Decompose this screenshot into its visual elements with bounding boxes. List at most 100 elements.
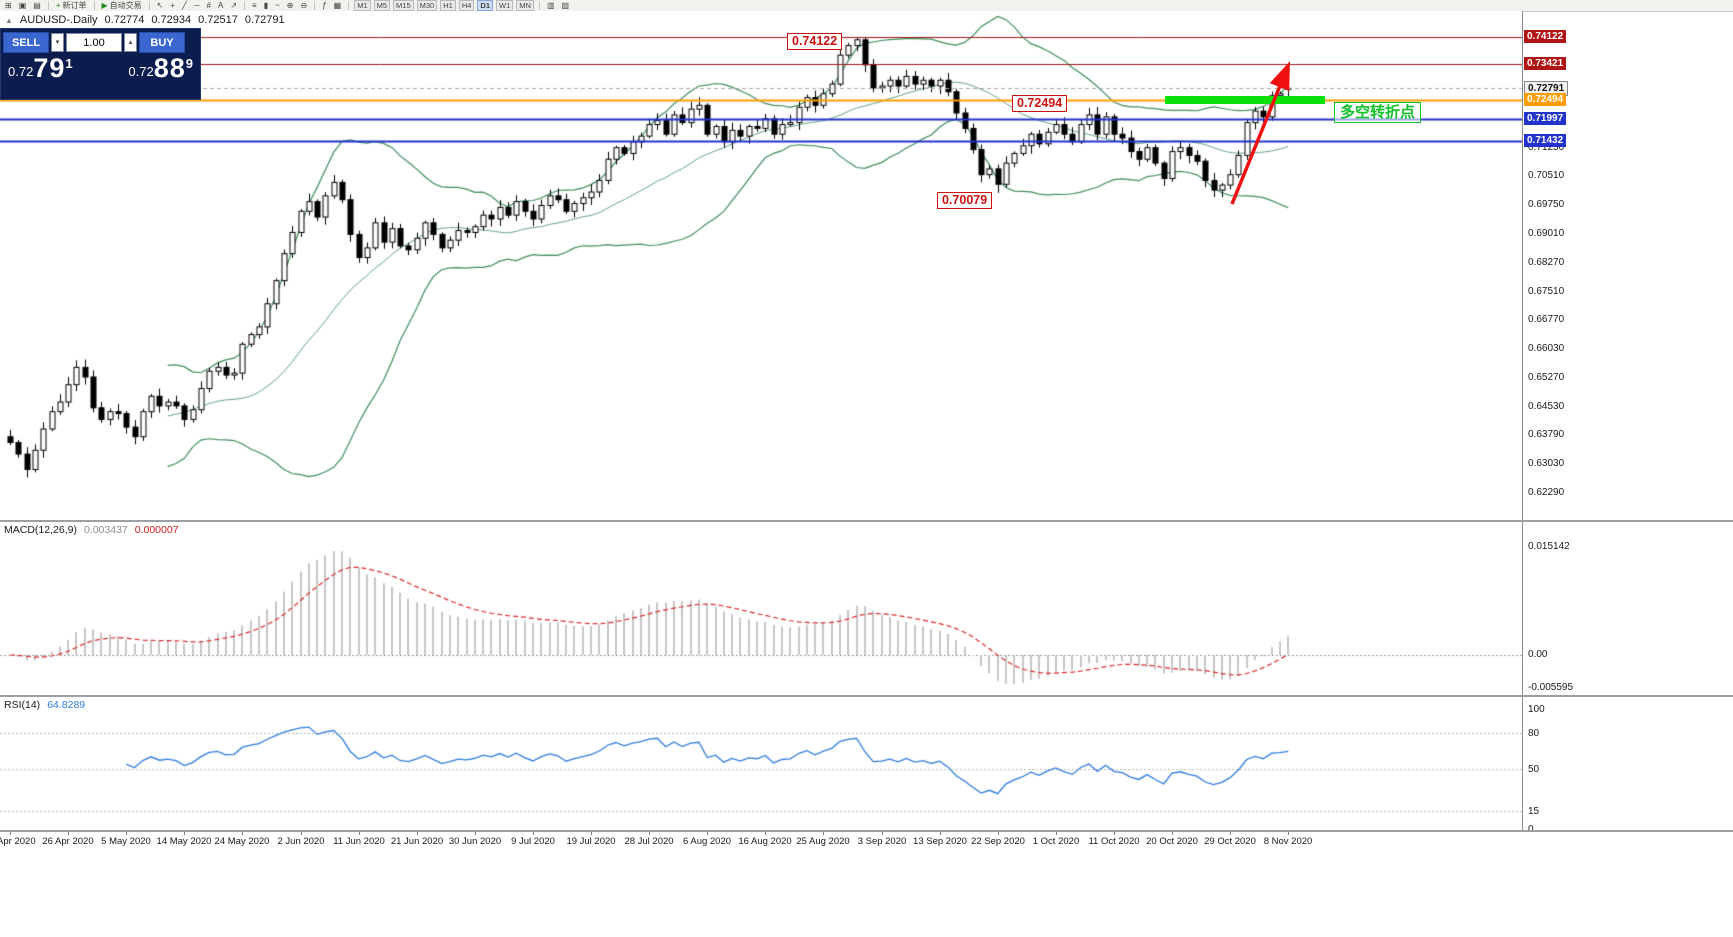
scheduler-icon-glyph: ▧ xyxy=(561,0,570,10)
cursor-icon-glyph: ↖ xyxy=(156,0,164,10)
rsi-name: RSI(14) xyxy=(4,699,41,711)
date-axis-label: 14 May 2020 xyxy=(156,836,212,847)
price-label-pivot[interactable]: 0.72494 xyxy=(1012,95,1068,112)
macd-signal-value: 0.000007 xyxy=(134,524,179,536)
date-axis-label: 16 Apr 2020 xyxy=(0,836,36,847)
macd-rsi-separator[interactable] xyxy=(0,695,1733,697)
timeframe-m1-text: M1 xyxy=(357,1,368,10)
date-axis-label: 20 Oct 2020 xyxy=(1146,836,1198,847)
toolbar-separator xyxy=(538,1,540,10)
timeframe-h1[interactable]: H1 xyxy=(440,0,456,11)
price-axis-label: 0.71250 xyxy=(1528,142,1565,153)
turning-point-zone[interactable] xyxy=(1165,96,1325,104)
cursor-icon[interactable]: ↖ xyxy=(155,1,166,11)
macd-label: MACD(12,26,9) 0.003437 0.000007 xyxy=(4,524,179,536)
horizontal-line-icon-glyph: ─ xyxy=(193,0,200,10)
timeframe-w1-text: W1 xyxy=(499,1,511,10)
price-axis-label: 0.64530 xyxy=(1528,401,1565,412)
buy-button[interactable]: BUY xyxy=(139,32,185,53)
date-axis-label: 1 Oct 2020 xyxy=(1032,836,1080,847)
text-tool-icon[interactable]: A xyxy=(216,1,225,11)
trendline-icon-glyph: ╱ xyxy=(182,0,187,10)
price-axis-label: 0.63790 xyxy=(1528,429,1565,440)
price-axis-label: 0.65270 xyxy=(1528,372,1565,383)
scheduler-icon[interactable]: ▧ xyxy=(560,1,572,11)
candle-chart-icon[interactable]: ▮ xyxy=(262,1,270,11)
templates-icon[interactable]: ▦ xyxy=(332,1,344,11)
price-axis-label: 0.66030 xyxy=(1528,343,1565,354)
arrow-tool-icon[interactable]: ↗ xyxy=(228,1,239,11)
price-axis-label: 0.67510 xyxy=(1528,286,1565,297)
buy-price[interactable]: 0.72 88 9 xyxy=(128,55,193,82)
text-tool-icon-glyph: A xyxy=(217,0,224,10)
indicators-icon-glyph: ƒ xyxy=(322,0,327,10)
timeframe-mn-text: MN xyxy=(519,1,531,10)
main-macd-separator[interactable] xyxy=(0,520,1733,522)
timeframe-d1[interactable]: D1 xyxy=(477,0,494,11)
indicators-icon[interactable]: ƒ xyxy=(320,1,328,11)
timeframe-mn[interactable]: MN xyxy=(516,0,534,11)
timeframe-h4-text: H4 xyxy=(461,1,472,10)
profiles-icon-glyph: ▤ xyxy=(33,0,41,10)
turning-point-text-label[interactable]: 多空转折点 xyxy=(1334,102,1422,123)
price-axis-border xyxy=(1522,11,1523,832)
indicator-list-icon[interactable]: ▥ xyxy=(545,1,557,11)
zoom-in-icon[interactable]: ⊕ xyxy=(285,1,296,11)
price-tag: 0.74122 xyxy=(1524,30,1567,43)
timeframe-m5[interactable]: M5 xyxy=(373,0,391,11)
volume-increase-button[interactable]: ▴ xyxy=(124,33,137,52)
trendline-icon[interactable]: ╱ xyxy=(180,1,189,11)
timeframe-w1[interactable]: W1 xyxy=(496,0,514,11)
horizontal-line-icon[interactable]: ─ xyxy=(192,1,202,11)
price-axis-label: 0.69010 xyxy=(1528,228,1565,239)
profiles-icon[interactable]: ▤ xyxy=(31,1,43,11)
fibonacci-icon-glyph: # xyxy=(206,0,211,10)
symbol-name: AUDUSD-.Daily xyxy=(19,14,98,26)
toolbar-separator xyxy=(348,1,350,10)
chart-window-icon[interactable]: ▣ xyxy=(17,1,29,11)
rsi-axis-label: 100 xyxy=(1528,704,1545,715)
sell-price-small: 0.72 xyxy=(8,64,34,79)
price-axis-label: 0.66770 xyxy=(1528,314,1565,325)
new-order-button[interactable]: + 新订单 xyxy=(54,1,89,11)
templates-icon-glyph: ▦ xyxy=(333,0,342,10)
fibonacci-icon[interactable]: # xyxy=(205,1,213,11)
autotrading-button[interactable]: ▶ 自动交易 xyxy=(100,1,144,11)
date-axis-label: 25 Aug 2020 xyxy=(796,836,850,847)
timeframe-h4[interactable]: H4 xyxy=(458,0,475,11)
sell-price[interactable]: 0.72 79 1 xyxy=(8,55,73,82)
bar-chart-icon-glyph: ≡ xyxy=(252,0,257,10)
timeframe-m30[interactable]: M30 xyxy=(416,0,438,11)
timeframe-h1-text: H1 xyxy=(443,1,453,10)
timeframe-m1[interactable]: M1 xyxy=(354,0,371,11)
rsi-panel-canvas[interactable] xyxy=(0,697,1522,830)
date-axis-label: 2 Jun 2020 xyxy=(277,836,325,847)
price-tag: 0.71997 xyxy=(1524,112,1567,125)
price-label-low[interactable]: 0.70079 xyxy=(937,192,993,209)
date-axis-label: 9 Jul 2020 xyxy=(511,836,555,847)
timeframe-m15[interactable]: M15 xyxy=(393,0,414,11)
date-axis-label: 29 Oct 2020 xyxy=(1204,836,1256,847)
zoom-out-icon[interactable]: ⊖ xyxy=(298,1,309,11)
sell-button[interactable]: SELL xyxy=(3,32,49,53)
chart-tile-icon[interactable]: ⊞ xyxy=(3,1,14,11)
main-chart-canvas[interactable] xyxy=(0,11,1522,520)
macd-main-value: 0.003437 xyxy=(83,524,128,536)
bar-chart-icon[interactable]: ≡ xyxy=(250,1,259,11)
symbol-header: ▲ AUDUSD-.Daily 0.72774 0.72934 0.72517 … xyxy=(5,14,285,26)
macd-axis-label: -0.005595 xyxy=(1528,682,1574,693)
volume-input[interactable] xyxy=(66,33,122,52)
date-axis-label: 13 Sep 2020 xyxy=(913,836,967,847)
volume-decrease-button[interactable]: ▾ xyxy=(51,33,64,52)
rsi-axis-label: 80 xyxy=(1528,728,1540,739)
price-label-high[interactable]: 0.74122 xyxy=(787,33,843,50)
toolbar-separator xyxy=(244,1,246,10)
date-axis-label: 3 Sep 2020 xyxy=(857,836,907,847)
date-axis-label: 5 May 2020 xyxy=(101,836,151,847)
ohlc-open: 0.72774 xyxy=(104,14,145,26)
macd-panel-canvas[interactable] xyxy=(0,522,1522,695)
date-axis-label: 6 Aug 2020 xyxy=(682,836,732,847)
line-chart-icon[interactable]: ~ xyxy=(273,1,282,11)
crosshair-icon[interactable]: + xyxy=(168,1,177,11)
